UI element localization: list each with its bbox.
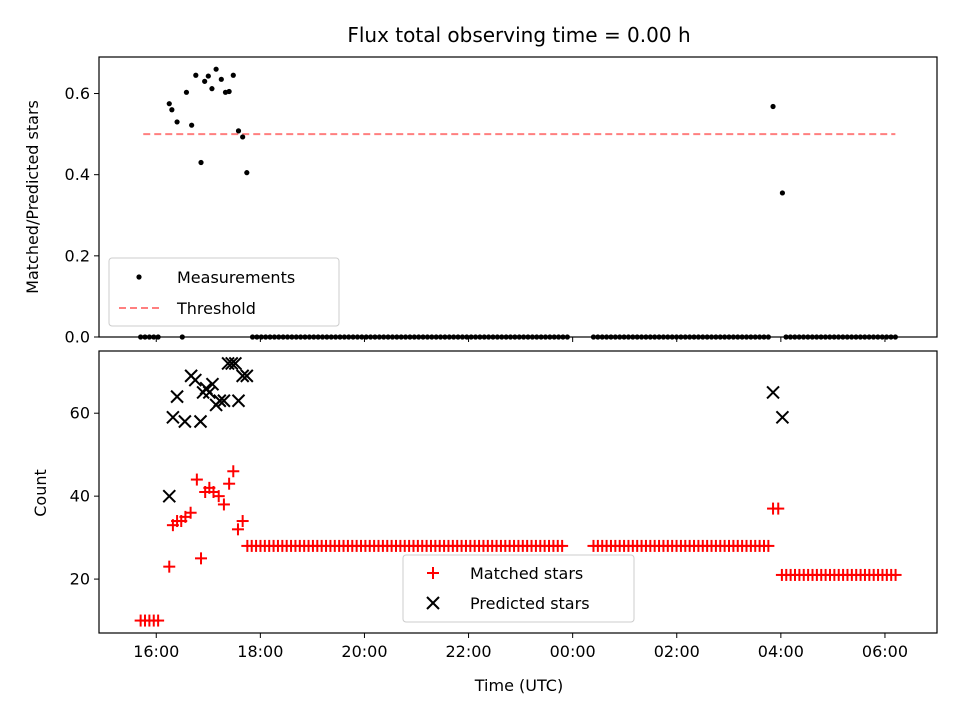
measurement-point [218,76,224,82]
ratio-legend: Measurements Threshold [108,257,340,327]
measurement-point [235,128,242,134]
measurement-point [244,170,250,176]
count-legend: Matched stars Predicted stars [402,554,635,623]
ratio-panel: 0.0 0.2 0.4 0.6 Matched/Predicted stars Mea… [23,56,938,347]
legend-threshold-label: Threshold [176,299,256,318]
predicted-star-point [170,389,184,404]
matched-star-point [772,502,785,515]
count-y-ticks: 20 40 60 [70,404,99,589]
predicted-star-point [775,410,790,425]
measurement-point [770,103,776,110]
predicted-star-point [213,394,227,408]
measurement-point [169,107,175,113]
count-y-axis-label: Count [31,469,50,517]
matched-star-point [236,515,249,528]
predicted-star-point [231,394,246,408]
count-y-tick-label: 60 [70,404,90,423]
legend-predicted-marker [426,596,440,610]
matched-star-point [227,465,240,478]
legend-measurements-label: Measurements [177,268,295,287]
count-legend-box [402,554,635,623]
count-axes-frame [98,350,938,634]
measurement-point [779,190,786,196]
x-tick-label: 18:00 [237,642,283,661]
measurement-point [213,66,219,72]
predicted-star-point [178,414,192,429]
measurement-point [166,101,172,107]
measurement-point [205,73,211,79]
ratio-axes-frame [98,56,938,338]
matched-star-point [212,490,225,503]
matched-star-point [184,506,197,519]
matched-star-point [223,477,236,490]
ratio-y-tick-label: 0.0 [65,328,90,347]
measurement-point [226,88,232,95]
count-marks [134,356,902,627]
predicted-star-point [217,394,231,408]
matched-star-point [217,498,230,511]
matched-star-point [163,560,176,573]
ratio-y-tick-label: 0.2 [65,246,90,265]
measurement-point [189,122,195,128]
count-x-ticks: 16:00 18:00 20:00 22:00 00:00 02:00 04:00 06:00 [133,633,908,661]
predicted-star-point [240,369,254,383]
legend-matched-label: Matched stars [470,564,583,583]
ratio-y-ticks: 0.0 0.2 0.4 0.6 [65,84,99,347]
ratio-y-tick-label: 0.6 [65,84,90,103]
x-tick-label: 00:00 [550,642,596,661]
ratio-y-tick-label: 0.4 [65,165,90,184]
legend-predicted-label: Predicted stars [470,594,590,613]
chart-title: Flux total observing time = 0.00 h [347,23,690,47]
measurement-point [230,72,236,78]
count-y-tick-label: 20 [70,570,90,589]
measurement-point [193,72,199,78]
count-y-tick-label: 40 [70,487,90,506]
predicted-star-point [225,356,239,371]
x-tick-label: 06:00 [862,642,908,661]
predicted-star-point [235,369,250,383]
measurement-point [209,86,215,92]
predicted-star-point [166,410,180,425]
matched-star-point [190,473,203,486]
ratio-y-axis-label: Matched/Predicted stars [23,100,42,294]
legend-measurements-marker [136,274,142,280]
measurement-point [183,89,190,95]
matched-star-point [762,539,775,552]
x-axis-label: Time (UTC) [474,676,563,695]
measurement-point [240,134,246,140]
matched-star-point [152,614,165,627]
ratio-x-ticks [155,337,886,342]
predicted-star-point [188,373,202,387]
x-tick-label: 22:00 [445,642,491,661]
x-tick-label: 20:00 [341,642,387,661]
predicted-star-point [205,377,220,391]
predicted-star-point [162,489,176,503]
ratio-marks [138,66,898,340]
count-panel: 20 40 60 16:00 18:00 20:00 22:00 00:00 02:00 04:… [31,350,938,695]
legend-matched-marker [427,567,439,579]
matched-star-point [889,568,902,581]
matched-star-point [195,552,208,565]
measurement-point [202,78,208,84]
x-tick-label: 04:00 [758,642,804,661]
predicted-star-point [766,385,780,400]
matched-star-point [556,539,569,552]
measurement-point [174,119,180,125]
measurement-point [198,159,204,166]
predicted-star-point [193,414,208,429]
ratio-legend-box [108,257,340,327]
predicted-star-point [228,356,243,371]
x-tick-label: 16:00 [133,642,179,661]
matched-star-point [231,523,244,536]
x-tick-label: 02:00 [654,642,700,661]
predicted-star-point [202,385,217,400]
